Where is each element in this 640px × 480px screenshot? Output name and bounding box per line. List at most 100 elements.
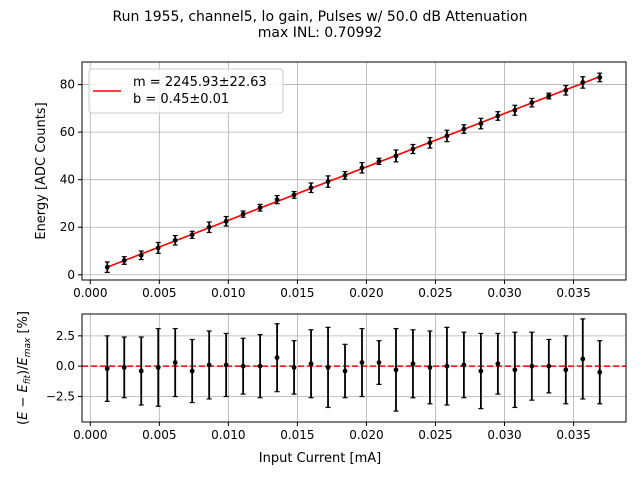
top-data-point xyxy=(325,179,331,184)
top-data-point xyxy=(291,192,297,198)
top-data-point xyxy=(376,158,382,164)
legend-slope-entry: m = 2245.93±22.63 xyxy=(133,75,267,90)
top-data-point xyxy=(359,165,365,171)
top-x-tick-label: 0.010 xyxy=(211,286,245,300)
bottom-data-point xyxy=(410,361,416,367)
top-x-tick-label: 0.025 xyxy=(418,286,452,300)
top-data-point xyxy=(189,232,195,238)
bottom-x-tick-label: 0.005 xyxy=(142,428,176,442)
chart-title-line-2: max INL: 0.70992 xyxy=(257,25,383,41)
top-data-point xyxy=(342,172,348,178)
bottom-data-point xyxy=(461,362,467,368)
top-y-tick-label: 80 xyxy=(60,78,75,92)
bottom-x-ticks: 0.000 0.005 0.010 0.015 0.020 0.025 0.030 0.035 xyxy=(73,422,591,442)
bottom-data-point xyxy=(189,368,195,374)
top-data-point xyxy=(104,264,110,270)
top-data-point xyxy=(308,185,314,191)
top-grid xyxy=(82,62,626,280)
bottom-data-point xyxy=(342,368,348,374)
bottom-data-point xyxy=(580,356,586,362)
chart-title-line-1: Run 1955, channel5, lo gain, Pulses w/ 5… xyxy=(112,9,528,25)
top-x-ticks: 0.000 0.005 0.010 0.015 0.020 0.025 0.030 0.035 xyxy=(73,280,591,300)
bottom-data-point xyxy=(325,364,331,370)
top-axes: 0.000 0.005 0.010 0.015 0.020 0.025 0.030 0.035… xyxy=(34,61,627,300)
bottom-data-point xyxy=(138,368,144,374)
top-data-point xyxy=(240,211,246,217)
x-axis-label: Input Current [mA] xyxy=(259,451,381,466)
bottom-data-point xyxy=(444,363,450,369)
bottom-y-tick-label: −2.5 xyxy=(46,390,75,404)
top-data-point xyxy=(121,258,127,263)
bottom-data-point xyxy=(512,367,518,373)
bottom-data-point xyxy=(155,364,161,370)
bottom-y-axis-label: (E − Efit)/Emax [%] xyxy=(16,311,33,425)
bottom-x-tick-label: 0.035 xyxy=(556,428,590,442)
bottom-data-point xyxy=(206,362,212,368)
top-y-tick-label: 0 xyxy=(67,268,75,282)
top-data-point xyxy=(172,237,178,243)
top-y-tick-label: 40 xyxy=(60,173,75,187)
top-data-point xyxy=(223,218,229,224)
top-x-tick-label: 0.000 xyxy=(73,286,107,300)
top-data-point xyxy=(138,252,144,258)
top-axes-border xyxy=(81,61,627,281)
bottom-x-tick-label: 0.010 xyxy=(211,428,245,442)
top-data-point xyxy=(427,140,433,146)
bottom-x-tick-label: 0.015 xyxy=(280,428,314,442)
top-y-tick-label: 20 xyxy=(60,220,75,234)
bottom-data-point xyxy=(359,360,365,365)
top-x-tick-label: 0.035 xyxy=(556,286,590,300)
top-x-tick-label: 0.020 xyxy=(349,286,383,300)
top-fit-line-group xyxy=(106,75,601,268)
bottom-data-point xyxy=(376,360,382,365)
top-data-point xyxy=(512,107,518,113)
top-y-axis-label: Energy [ADC Counts] xyxy=(34,102,49,239)
bottom-data-point xyxy=(308,361,314,367)
bottom-data-point xyxy=(104,366,110,372)
bottom-data-point xyxy=(274,355,280,361)
bottom-data-point xyxy=(546,363,552,369)
top-data-point xyxy=(597,75,603,80)
legend: m = 2245.93±22.63 b = 0.45±0.01 xyxy=(88,68,284,114)
bottom-data-point xyxy=(257,363,263,369)
top-data-point xyxy=(546,93,552,99)
bottom-x-tick-label: 0.020 xyxy=(349,428,383,442)
top-data-points xyxy=(104,72,603,273)
fit-line xyxy=(106,75,601,268)
top-data-point xyxy=(461,126,467,132)
top-data-point xyxy=(206,224,212,230)
bottom-y-tick-label: 2.5 xyxy=(56,329,75,343)
bottom-data-point xyxy=(393,367,399,373)
top-data-point xyxy=(444,133,450,139)
bottom-axes-border xyxy=(81,313,627,423)
bottom-y-ticks: −2.5 0.0 2.5 xyxy=(46,329,82,404)
top-data-point xyxy=(580,80,586,85)
top-data-point xyxy=(529,100,535,106)
bottom-data-point xyxy=(172,360,178,365)
bottom-x-tick-label: 0.030 xyxy=(487,428,521,442)
top-y-tick-label: 60 xyxy=(60,125,75,139)
bottom-data-point xyxy=(478,368,484,374)
bottom-data-point xyxy=(223,362,229,368)
bottom-x-tick-label: 0.025 xyxy=(418,428,452,442)
bottom-data-point xyxy=(529,363,535,369)
top-data-point xyxy=(393,153,399,159)
legend-box xyxy=(88,68,284,114)
bottom-data-point xyxy=(495,361,501,367)
top-data-point xyxy=(563,87,569,93)
top-data-point xyxy=(155,245,161,251)
bottom-axes-background xyxy=(82,314,626,422)
bottom-y-tick-label: 0.0 xyxy=(56,359,75,373)
bottom-data-point xyxy=(240,363,246,369)
bottom-data-point xyxy=(291,364,297,370)
legend-intercept-entry: b = 0.45±0.01 xyxy=(133,92,229,107)
bottom-x-tick-label: 0.000 xyxy=(73,428,107,442)
top-data-point xyxy=(274,197,280,203)
top-x-tick-label: 0.005 xyxy=(142,286,176,300)
top-data-point xyxy=(410,146,416,152)
bottom-data-point xyxy=(121,364,127,370)
top-data-point xyxy=(495,113,501,119)
top-data-point xyxy=(257,205,263,211)
top-data-point xyxy=(478,121,484,126)
